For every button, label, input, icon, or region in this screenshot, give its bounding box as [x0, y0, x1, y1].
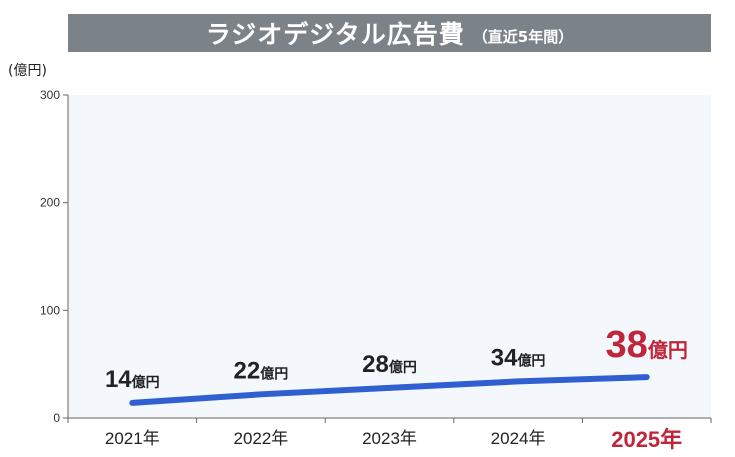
chart-title-bar: ラジオデジタル広告費 （直近5年間） — [68, 14, 711, 52]
data-label-unit: 億円 — [260, 365, 288, 382]
data-label-unit: 億円 — [648, 338, 688, 362]
data-label-value: 34 — [491, 344, 518, 371]
x-tick-label-highlight: 2025年 — [611, 427, 682, 452]
y-tick-label: 100 — [40, 303, 60, 317]
plot-area — [68, 95, 711, 418]
data-label-value: 38 — [606, 324, 648, 366]
data-label: 28億円 — [362, 351, 417, 378]
y-tick-label: 300 — [40, 88, 60, 102]
x-tick-label: 2022年 — [233, 429, 288, 448]
data-label-unit: 億円 — [132, 374, 160, 391]
x-tick-label: 2023年 — [362, 429, 417, 448]
chart-subtitle: （直近5年間） — [472, 27, 574, 46]
data-label: 14億円 — [105, 366, 160, 393]
data-label-highlight: 38億円 — [606, 324, 688, 366]
data-label: 22億円 — [234, 357, 289, 384]
x-tick-label: 2024年 — [491, 429, 546, 448]
y-tick-label: 200 — [40, 196, 60, 210]
y-tick-label: 0 — [53, 411, 60, 425]
data-label-value: 14 — [105, 366, 132, 393]
data-label-value: 28 — [362, 351, 389, 378]
data-label-unit: 億円 — [389, 359, 417, 376]
series-line — [129, 374, 650, 406]
data-label: 34億円 — [491, 344, 546, 371]
data-label-value: 22 — [234, 357, 261, 384]
y-axis-unit-label: (億円) — [8, 63, 47, 79]
chart-title: ラジオデジタル広告費 — [205, 20, 465, 49]
data-label-unit: 億円 — [517, 352, 545, 369]
x-tick-label: 2021年 — [105, 429, 160, 448]
